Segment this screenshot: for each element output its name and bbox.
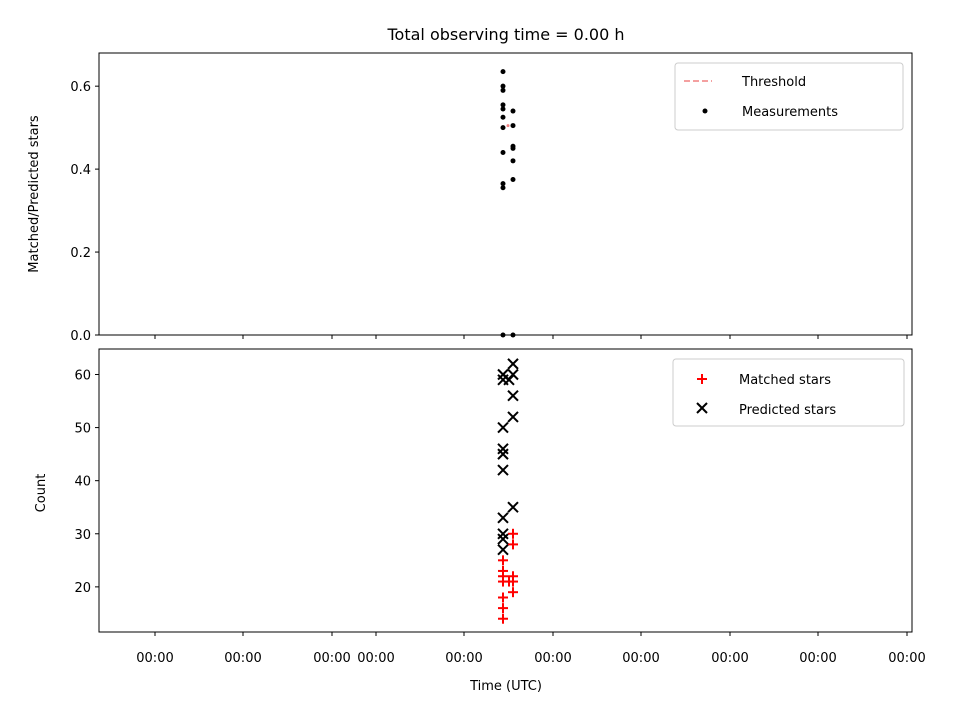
measurement-point bbox=[500, 106, 506, 112]
legend-predicted-swatch bbox=[696, 402, 708, 414]
predicted-star-point bbox=[497, 464, 509, 476]
matched-star-point bbox=[498, 613, 508, 624]
top-plot-frame bbox=[98, 52, 913, 336]
predicted-star-point bbox=[507, 390, 519, 402]
legend-predicted-label: Predicted stars bbox=[739, 403, 836, 418]
matched-star-point bbox=[508, 539, 518, 550]
measurement-point bbox=[510, 123, 516, 129]
y-tick-label: 0.2 bbox=[70, 246, 91, 261]
top-legend-box bbox=[674, 62, 904, 131]
x-tick-label: 00:00 bbox=[136, 651, 173, 666]
predicted-star-point bbox=[497, 448, 509, 460]
y-tick-label: 50 bbox=[74, 422, 91, 437]
legend-measurements-label: Measurements bbox=[742, 105, 838, 120]
threshold-point bbox=[506, 124, 510, 128]
y-tick-label: 0.4 bbox=[70, 163, 91, 178]
x-tick-label: 00:00 bbox=[711, 651, 748, 666]
predicted-star-point bbox=[497, 421, 509, 434]
x-tick-label: 00:00 bbox=[313, 651, 350, 666]
predicted-star-point bbox=[497, 443, 509, 455]
legend-measurements-swatch bbox=[702, 108, 708, 114]
y-tick-label: 60 bbox=[74, 368, 91, 383]
measurement-point bbox=[500, 150, 506, 156]
bottom-axes: 20 30 40 50 60 00:00 00:00 00:00 00:00 00:00 00:00… bbox=[34, 348, 926, 694]
measurement-point bbox=[510, 158, 516, 164]
measurement-point bbox=[510, 176, 516, 182]
chart-title: Total observing time = 0.00 h bbox=[386, 25, 624, 44]
bottom-y-axis-label: Count bbox=[34, 474, 49, 513]
x-tick-label: 00:00 bbox=[534, 651, 571, 666]
measurement-point bbox=[500, 114, 506, 120]
measurement-point bbox=[500, 83, 506, 89]
bottom-plot-frame bbox=[98, 348, 913, 633]
x-tick-label: 00:00 bbox=[357, 651, 394, 666]
x-tick-label: 00:00 bbox=[888, 651, 925, 666]
y-tick-label: 0.0 bbox=[70, 329, 91, 344]
matched-star-point bbox=[508, 587, 518, 598]
legend-threshold-label: Threshold bbox=[741, 75, 806, 90]
y-tick-label: 0.6 bbox=[70, 80, 91, 95]
x-tick-label: 00:00 bbox=[799, 651, 836, 666]
predicted-star-point bbox=[507, 411, 519, 423]
y-tick-label: 40 bbox=[74, 475, 91, 490]
y-tick-label: 30 bbox=[74, 528, 91, 543]
measurement-point bbox=[500, 185, 506, 191]
measurement-point bbox=[500, 69, 506, 75]
measurement-point bbox=[500, 102, 506, 108]
measurement-point bbox=[510, 145, 516, 151]
predicted-star-point bbox=[497, 512, 509, 524]
measurement-point bbox=[500, 181, 506, 187]
legend-matched-label: Matched stars bbox=[739, 373, 831, 388]
top-legend: Threshold Measurements bbox=[674, 62, 904, 131]
predicted-star-point bbox=[497, 533, 509, 545]
matched-star-point bbox=[508, 528, 518, 539]
predicted-star-point bbox=[497, 543, 509, 556]
top-axes: Total observing time = 0.00 h 0.0 0.2 0.4 0… bbox=[27, 25, 913, 344]
matched-star-point bbox=[498, 555, 508, 566]
measurement-point bbox=[510, 108, 516, 114]
predicted-star-point bbox=[507, 358, 519, 370]
matched-star-point bbox=[508, 576, 518, 587]
y-tick-label: 20 bbox=[74, 581, 91, 596]
bottom-legend-box bbox=[672, 358, 905, 427]
measurement-point bbox=[500, 125, 506, 131]
top-y-axis-label: Matched/Predicted stars bbox=[27, 115, 42, 273]
x-tick-label: 00:00 bbox=[622, 651, 659, 666]
predicted-star-point bbox=[497, 528, 509, 540]
bottom-legend: Matched stars Predicted stars bbox=[672, 358, 905, 427]
measurement-point bbox=[500, 87, 506, 93]
predicted-star-point bbox=[507, 368, 519, 381]
matched-star-point bbox=[498, 603, 508, 614]
x-tick-label: 00:00 bbox=[445, 651, 482, 666]
x-tick-label: 00:00 bbox=[224, 651, 261, 666]
predicted-star-point bbox=[507, 501, 519, 513]
matched-star-point bbox=[498, 592, 508, 603]
x-axis-label: Time (UTC) bbox=[469, 679, 542, 694]
legend-matched-swatch bbox=[697, 374, 707, 384]
